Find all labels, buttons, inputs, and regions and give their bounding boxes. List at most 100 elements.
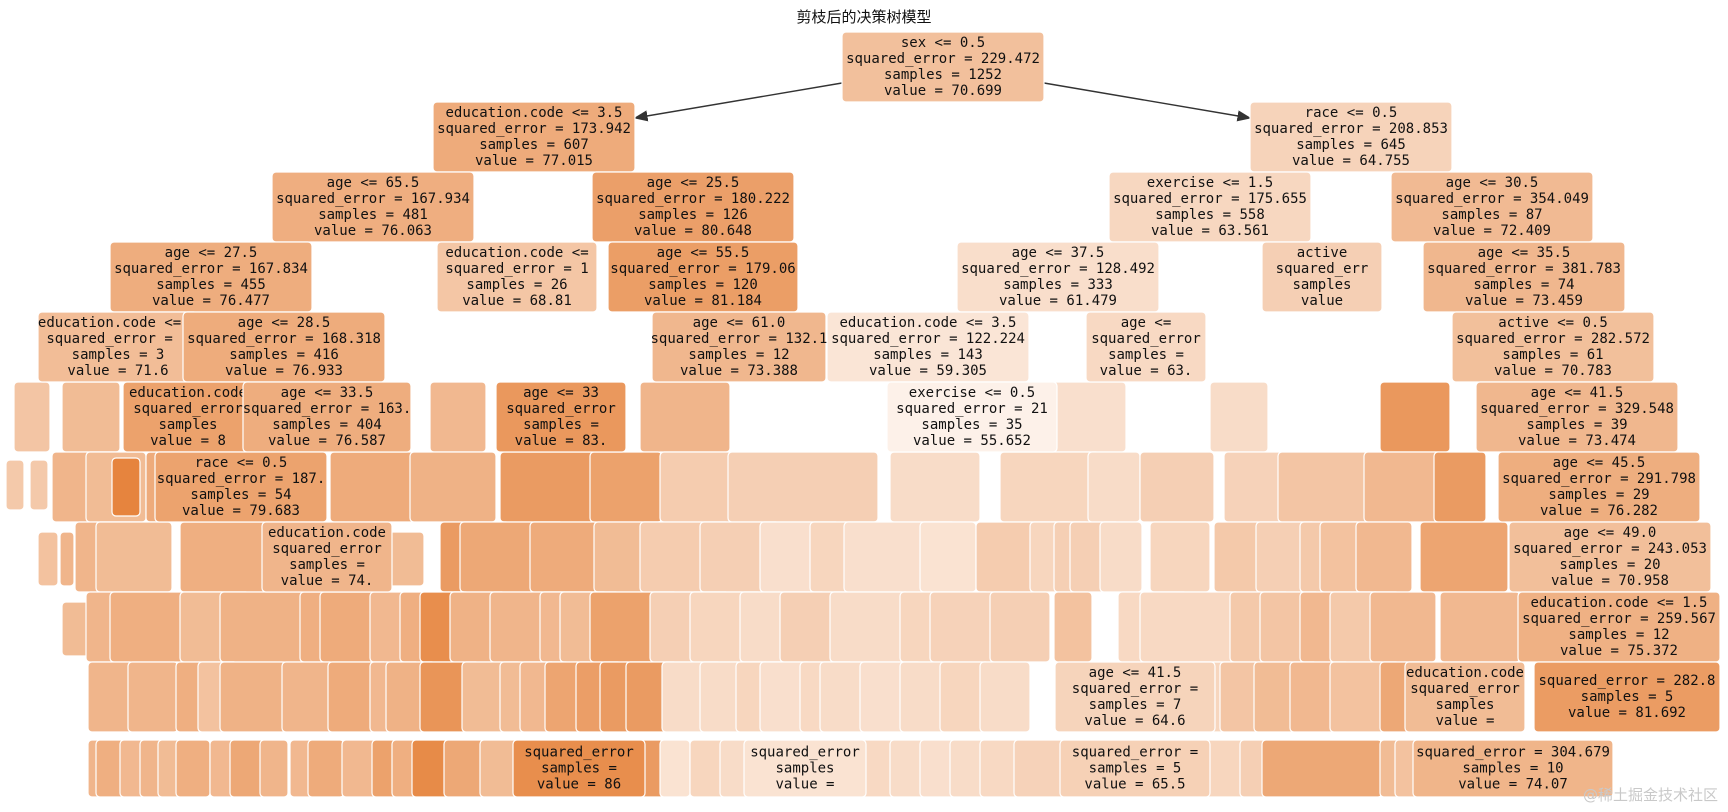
background-node-box <box>59 531 75 587</box>
node-text-line: value = <box>775 777 834 793</box>
background-node <box>307 739 345 798</box>
background-node-box <box>1369 591 1437 663</box>
node-text-line: squared_error = 132.1 <box>650 331 827 347</box>
node-text-line: squared_error = 187. <box>157 471 326 487</box>
background-node-box <box>889 451 981 523</box>
node-text-line: value = 76.587 <box>268 433 386 449</box>
node-text-line: active <box>1297 245 1348 261</box>
background-node-box <box>1261 739 1383 798</box>
background-node-box <box>829 591 911 663</box>
node-text-line: samples = 607 <box>479 137 589 153</box>
node-text-line: squared_error = 167.934 <box>276 191 470 207</box>
node-text-line: samples = 558 <box>1155 207 1265 223</box>
node-box <box>651 311 827 383</box>
node-box <box>432 101 636 173</box>
background-node <box>95 521 173 593</box>
background-node-box <box>61 381 121 453</box>
node-text-line: education.code <box>1406 665 1524 681</box>
background-node-box <box>307 739 345 798</box>
background-node <box>1433 451 1487 523</box>
background-node-box <box>589 451 663 523</box>
node-box <box>841 31 1045 103</box>
node-text-line: squared_error = 173.942 <box>437 121 631 137</box>
node-text-line: race <= 0.5 <box>1305 105 1398 121</box>
node-text-line: value = 64.6 <box>1084 713 1185 729</box>
node-box <box>1108 171 1312 243</box>
node-text-line: value = 61.479 <box>999 293 1117 309</box>
node-text-line: squared_error = 21 <box>896 401 1048 417</box>
background-node-box <box>1277 451 1371 523</box>
background-node-box <box>175 739 211 798</box>
background-node-box <box>1045 381 1127 453</box>
node-text-line: value = 65.5 <box>1084 777 1185 793</box>
node-text-line: samples = 416 <box>229 347 339 363</box>
background-node-box <box>1149 521 1211 593</box>
background-node-box <box>87 661 135 733</box>
node-text-line: samples = 3 <box>72 347 165 363</box>
node-box <box>1404 661 1526 733</box>
node-text-line: squared_error <box>524 745 634 761</box>
node-box <box>495 381 627 453</box>
background-node <box>5 459 25 511</box>
background-node <box>1087 451 1141 523</box>
node-text-line: samples <box>1435 697 1494 713</box>
node-text-line: samples = <box>541 761 617 777</box>
node-text-line: squared_error = 180.222 <box>596 191 790 207</box>
background-node-box <box>639 381 731 453</box>
node-text-line: squared_error = 1 <box>445 261 588 277</box>
background-node <box>1261 739 1383 798</box>
figure-title: 剪枝后的决策树模型 <box>796 8 931 26</box>
node-text-line: squared_error <box>1091 331 1201 347</box>
background-node <box>1099 521 1143 593</box>
node-text-line: age <= 55.5 <box>657 245 750 261</box>
background-node <box>727 451 879 523</box>
node-text-line: value = 75.372 <box>1560 643 1678 659</box>
node-text-line: value = 73.459 <box>1465 293 1583 309</box>
background-node <box>1139 591 1241 663</box>
node-text-line: squared_error <box>133 401 243 417</box>
background-node-box <box>281 661 335 733</box>
background-node <box>639 381 731 453</box>
background-node <box>87 661 135 733</box>
node-text-line: value = 76.282 <box>1540 503 1658 519</box>
node-text-line: value = 71.6 <box>67 363 168 379</box>
node-text-line: samples = 7 <box>1089 697 1182 713</box>
node-text-line: value = 76.063 <box>314 223 432 239</box>
background-node <box>1363 451 1443 523</box>
node-text-line: samples = 645 <box>1296 137 1406 153</box>
background-node-box <box>219 661 287 733</box>
node-text-line: samples = 39 <box>1526 417 1627 433</box>
node-text-line: samples <box>1292 277 1351 293</box>
node-text-line: squared_error = 128.492 <box>961 261 1155 277</box>
node-text-line: squared_error = 243.053 <box>1513 541 1707 557</box>
background-node <box>1149 521 1211 593</box>
node-text-line: squared_error = 354.049 <box>1395 191 1589 207</box>
background-node <box>1139 451 1215 523</box>
node-text-line: samples = 1252 <box>884 67 1002 83</box>
background-node-box <box>999 451 1101 523</box>
background-node-box <box>29 459 49 511</box>
node-text-line: samples <box>158 417 217 433</box>
background-node <box>259 739 289 798</box>
node-text-line: squared_error = 282.572 <box>1456 331 1650 347</box>
node-text-line: education.code <= 3.5 <box>839 315 1016 331</box>
background-node <box>175 739 211 798</box>
background-node <box>1013 739 1067 798</box>
background-node-box <box>37 531 59 587</box>
node-text-line: squared_error = 208.853 <box>1254 121 1448 137</box>
background-node-box <box>1433 451 1487 523</box>
node-text-line: samples = 12 <box>688 347 789 363</box>
node-text-line: squared_error = 167.834 <box>114 261 308 277</box>
tree-node-n19: education.codesquared_errorsamplesvalue … <box>122 381 254 453</box>
